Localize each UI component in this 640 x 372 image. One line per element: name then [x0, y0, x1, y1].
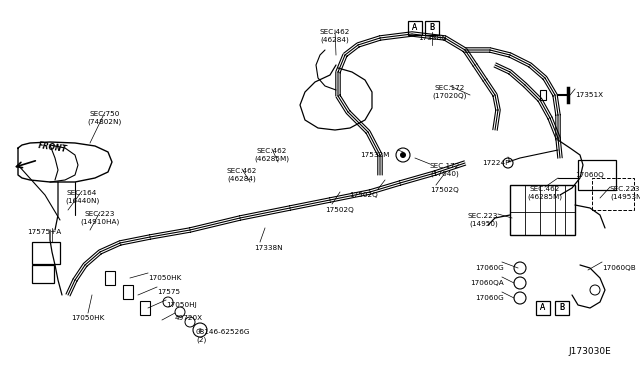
Text: 17060Q: 17060Q [575, 172, 604, 178]
Text: 08146-62526G
(2): 08146-62526G (2) [196, 329, 250, 343]
Bar [140, 301, 150, 315]
Text: SEC.223
(14953N): SEC.223 (14953N) [610, 186, 640, 200]
Text: SEC.750
(74802N): SEC.750 (74802N) [88, 111, 122, 125]
Bar [592, 178, 634, 210]
Text: A: A [412, 23, 418, 32]
Text: 17502Q: 17502Q [430, 187, 459, 193]
Text: SEC.462
(46285M): SEC.462 (46285M) [527, 186, 563, 200]
Text: B: B [559, 304, 564, 312]
Text: B: B [559, 304, 564, 312]
Text: SEC.223
(14910HA): SEC.223 (14910HA) [81, 211, 120, 225]
Text: 17338N: 17338N [418, 35, 446, 41]
Text: A: A [540, 304, 546, 312]
Bar [32, 242, 60, 264]
Text: 17575+A: 17575+A [27, 229, 61, 235]
Bar [540, 90, 546, 100]
Bar [123, 285, 133, 299]
Text: FRONT: FRONT [38, 141, 68, 154]
Text: SEC.462
(46284): SEC.462 (46284) [227, 168, 257, 182]
Text: 17575: 17575 [157, 289, 180, 295]
Text: SEC.462
(46284): SEC.462 (46284) [320, 29, 350, 43]
Text: 17060G: 17060G [476, 295, 504, 301]
Bar [536, 301, 550, 315]
Text: B: B [429, 23, 435, 32]
Text: 17050HK: 17050HK [71, 315, 105, 321]
Text: 17060G: 17060G [476, 265, 504, 271]
Text: B: B [429, 23, 435, 32]
Text: SEC.223
(14950): SEC.223 (14950) [468, 213, 498, 227]
Text: 17224P: 17224P [483, 160, 509, 166]
Circle shape [400, 152, 406, 158]
Bar [425, 21, 439, 35]
Text: J173030E: J173030E [568, 347, 611, 356]
Bar [32, 265, 54, 283]
Bar [555, 301, 569, 315]
Bar [510, 185, 575, 235]
Text: 17050HJ: 17050HJ [166, 302, 196, 308]
Text: A: A [540, 304, 546, 312]
Text: 17351X: 17351X [575, 92, 603, 98]
Text: 17050HK: 17050HK [148, 275, 181, 281]
Text: 17502Q: 17502Q [349, 192, 378, 198]
Text: 49720X: 49720X [175, 315, 203, 321]
Text: 17502Q: 17502Q [326, 207, 355, 213]
Bar [578, 160, 616, 190]
Text: SEC.462
(46285M): SEC.462 (46285M) [255, 148, 289, 162]
Text: 17060QB: 17060QB [602, 265, 636, 271]
Text: SEC.172
(17020Q): SEC.172 (17020Q) [433, 85, 467, 99]
Text: 3: 3 [198, 327, 202, 333]
Text: 17060QA: 17060QA [470, 280, 504, 286]
Bar [105, 271, 115, 285]
Text: SEC.172
(17040): SEC.172 (17040) [430, 163, 460, 177]
Text: A: A [412, 23, 418, 32]
Text: SEC.164
(16440N): SEC.164 (16440N) [65, 190, 99, 204]
Text: 17532M: 17532M [360, 152, 390, 158]
Bar [408, 21, 422, 35]
Text: 17338N: 17338N [253, 245, 282, 251]
